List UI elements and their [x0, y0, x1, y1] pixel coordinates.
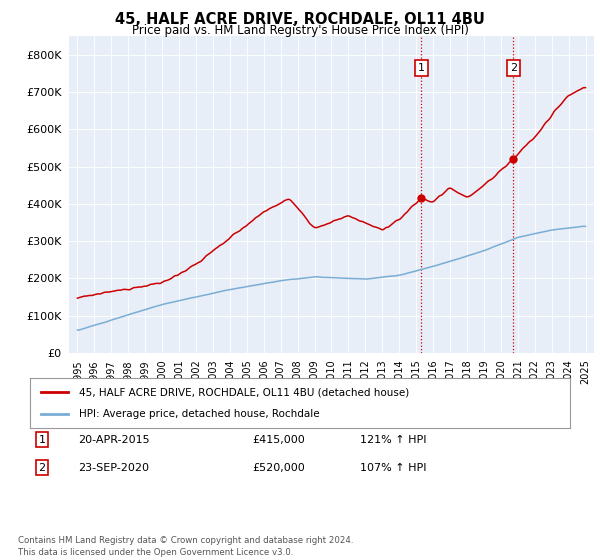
Text: 2: 2 [38, 463, 46, 473]
Text: HPI: Average price, detached house, Rochdale: HPI: Average price, detached house, Roch… [79, 409, 319, 419]
Text: £520,000: £520,000 [252, 463, 305, 473]
Text: Price paid vs. HM Land Registry's House Price Index (HPI): Price paid vs. HM Land Registry's House … [131, 24, 469, 36]
Text: 20-APR-2015: 20-APR-2015 [78, 435, 149, 445]
Text: £415,000: £415,000 [252, 435, 305, 445]
Text: 1: 1 [418, 63, 425, 73]
Text: 1: 1 [38, 435, 46, 445]
Text: 107% ↑ HPI: 107% ↑ HPI [360, 463, 427, 473]
Text: 2: 2 [509, 63, 517, 73]
Text: 45, HALF ACRE DRIVE, ROCHDALE, OL11 4BU (detached house): 45, HALF ACRE DRIVE, ROCHDALE, OL11 4BU … [79, 387, 409, 397]
Text: Contains HM Land Registry data © Crown copyright and database right 2024.
This d: Contains HM Land Registry data © Crown c… [18, 536, 353, 557]
Text: 121% ↑ HPI: 121% ↑ HPI [360, 435, 427, 445]
Text: 45, HALF ACRE DRIVE, ROCHDALE, OL11 4BU: 45, HALF ACRE DRIVE, ROCHDALE, OL11 4BU [115, 12, 485, 27]
Text: 23-SEP-2020: 23-SEP-2020 [78, 463, 149, 473]
